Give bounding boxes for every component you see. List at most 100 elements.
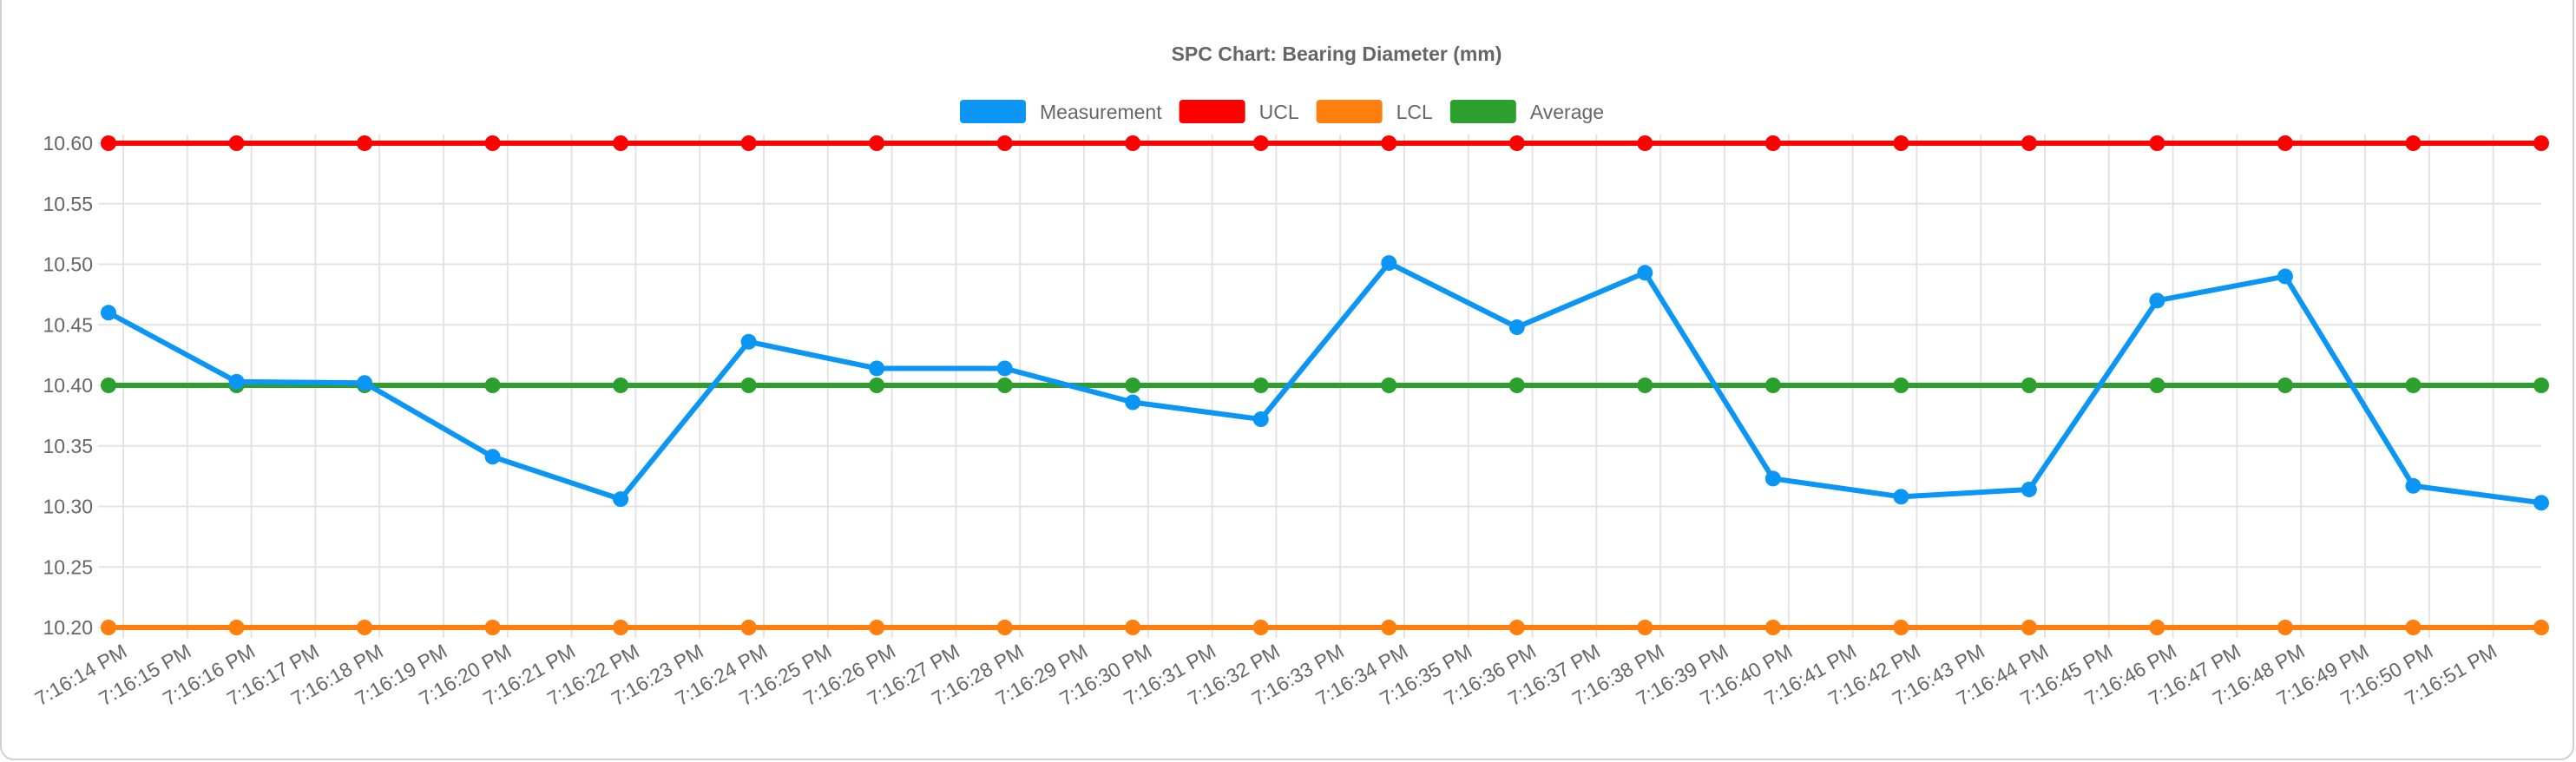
- data-point: [1381, 378, 1397, 393]
- data-point: [357, 135, 373, 151]
- data-point: [101, 378, 116, 393]
- legend: Measurement UCL LCL Average: [960, 100, 1604, 123]
- legend-item-lcl[interactable]: LCL: [1316, 100, 1433, 123]
- data-point: [613, 620, 629, 635]
- data-point: [1637, 265, 1653, 281]
- data-point: [2149, 620, 2165, 635]
- data-point: [869, 378, 885, 393]
- data-point: [2021, 481, 2037, 497]
- data-point: [357, 620, 373, 635]
- y-tick-label: 10.45: [43, 313, 93, 336]
- legend-swatch: [1179, 100, 1245, 123]
- y-tick-label: 10.60: [43, 132, 93, 154]
- data-point: [740, 135, 757, 151]
- series-ucl: [101, 135, 2549, 151]
- data-point: [1508, 319, 1525, 336]
- data-point: [2277, 135, 2293, 151]
- data-point: [2533, 135, 2549, 151]
- data-point: [1381, 255, 1397, 272]
- data-point: [869, 620, 885, 635]
- data-point: [2533, 495, 2549, 511]
- data-point: [1893, 489, 1909, 505]
- data-point: [101, 135, 116, 151]
- legend-swatch: [1449, 100, 1516, 123]
- data-point: [1764, 135, 1781, 151]
- data-point: [2533, 620, 2549, 635]
- data-point: [1252, 620, 1269, 635]
- data-point: [1125, 378, 1141, 393]
- data-point: [357, 375, 373, 391]
- data-point: [1893, 620, 1909, 635]
- data-point: [1893, 135, 1909, 151]
- series-line: [107, 260, 2542, 506]
- data-point: [2405, 135, 2422, 151]
- series-layer: [101, 135, 2549, 635]
- data-point: [1508, 620, 1525, 635]
- data-point: [1252, 378, 1269, 393]
- legend-item-average[interactable]: Average: [1449, 100, 1604, 123]
- data-point: [2405, 620, 2422, 635]
- data-point: [2277, 268, 2293, 285]
- data-point: [2021, 135, 2037, 151]
- data-point: [2277, 620, 2293, 635]
- data-point: [2021, 378, 2037, 393]
- legend-label: LCL: [1396, 101, 1433, 123]
- data-point: [2405, 477, 2422, 494]
- series-measurement: [101, 255, 2549, 511]
- series-lcl: [101, 620, 2549, 635]
- data-point: [2277, 378, 2293, 393]
- data-point: [1125, 394, 1141, 411]
- data-point: [869, 360, 885, 377]
- data-point: [1637, 620, 1653, 635]
- legend-label: UCL: [1259, 101, 1299, 123]
- data-point: [1508, 378, 1525, 393]
- y-tick-label: 10.30: [43, 496, 93, 518]
- legend-item-ucl[interactable]: UCL: [1179, 100, 1299, 123]
- data-point: [2149, 378, 2165, 393]
- data-point: [1381, 135, 1397, 151]
- legend-label: Average: [1530, 101, 1604, 123]
- y-tick-label: 10.35: [43, 435, 93, 457]
- legend-label: Measurement: [1040, 101, 1162, 123]
- data-point: [2405, 378, 2422, 393]
- data-point: [228, 620, 245, 635]
- data-point: [996, 378, 1013, 393]
- data-point: [2149, 292, 2165, 309]
- data-point: [740, 378, 757, 393]
- data-point: [1125, 620, 1141, 635]
- data-point: [996, 360, 1013, 377]
- data-point: [613, 135, 629, 151]
- data-point: [1508, 135, 1525, 151]
- data-point: [1893, 378, 1909, 393]
- data-point: [740, 620, 757, 635]
- data-point: [1381, 620, 1397, 635]
- data-point: [101, 305, 116, 321]
- data-point: [996, 620, 1013, 635]
- y-tick-label: 10.25: [43, 555, 93, 578]
- y-tick-label: 10.55: [43, 193, 93, 215]
- data-point: [484, 378, 501, 393]
- data-point: [740, 333, 757, 350]
- series-average: [101, 378, 2549, 393]
- data-point: [1637, 378, 1653, 393]
- data-point: [1637, 135, 1653, 151]
- y-tick-label: 10.40: [43, 374, 93, 397]
- data-point: [484, 135, 501, 151]
- data-point: [1764, 378, 1781, 393]
- legend-swatch: [960, 100, 1026, 123]
- data-point: [613, 491, 629, 508]
- data-point: [2021, 620, 2037, 635]
- legend-swatch: [1316, 100, 1383, 123]
- y-tick-label: 10.20: [43, 616, 93, 639]
- data-point: [1252, 411, 1269, 428]
- data-point: [1764, 470, 1781, 487]
- data-point: [228, 135, 245, 151]
- legend-item-measurement[interactable]: Measurement: [960, 100, 1162, 123]
- data-point: [1252, 135, 1269, 151]
- data-point: [484, 620, 501, 635]
- data-point: [1764, 620, 1781, 635]
- chart-title: SPC Chart: Bearing Diameter (mm): [1172, 43, 1502, 65]
- data-point: [2533, 378, 2549, 393]
